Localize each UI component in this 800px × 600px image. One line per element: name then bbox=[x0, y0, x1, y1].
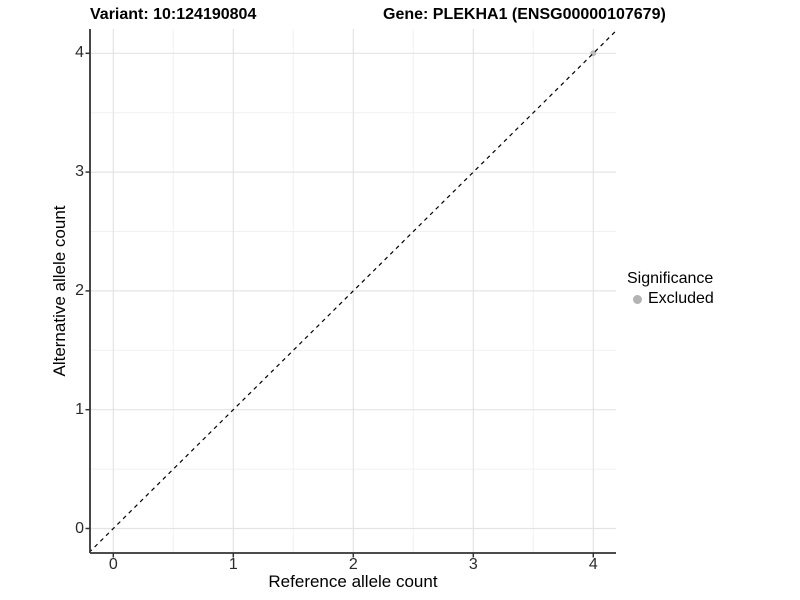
x-tick-label: 4 bbox=[588, 556, 598, 573]
legend-item-excluded: Excluded bbox=[633, 290, 714, 308]
y-axis-title: Alternative allele count bbox=[50, 205, 69, 377]
legend-item-label: Excluded bbox=[648, 290, 714, 307]
y-tick-label: 4 bbox=[75, 44, 84, 62]
x-axis-title: Reference allele count bbox=[268, 572, 438, 591]
identity-dashed-line bbox=[90, 29, 616, 553]
y-tick-label: 3 bbox=[75, 163, 84, 181]
x-tick-label: 3 bbox=[468, 556, 478, 573]
legend-title: Significance bbox=[627, 270, 714, 287]
legend: Significance Excluded bbox=[627, 270, 714, 308]
x-tick-label: 0 bbox=[108, 556, 118, 573]
excluded-point-icon bbox=[633, 294, 642, 304]
y-tick-label: 2 bbox=[75, 281, 84, 299]
y-tick-label: 1 bbox=[75, 400, 84, 418]
gene-title: Gene: PLEKHA1 (ENSG00000107679) bbox=[383, 6, 666, 23]
x-tick-label: 1 bbox=[228, 556, 238, 573]
variant-title: Variant: 10:124190804 bbox=[90, 6, 257, 23]
y-tick-label: 0 bbox=[75, 519, 84, 537]
x-tick-label: 2 bbox=[348, 556, 358, 573]
